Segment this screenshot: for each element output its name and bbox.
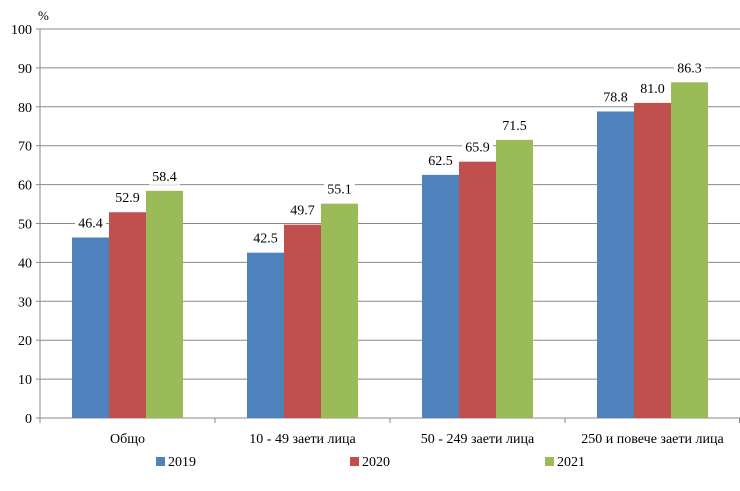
bar-2021	[146, 190, 183, 418]
y-tick-label: 40	[18, 256, 32, 271]
data-label: 86.3	[677, 61, 702, 76]
data-label-background	[75, 213, 106, 232]
data-label-background	[674, 58, 705, 77]
data-label: 71.5	[502, 119, 527, 134]
bar-2020	[109, 212, 146, 418]
bar-2019	[422, 174, 459, 418]
data-label-background	[287, 200, 318, 219]
bar-2019	[247, 252, 284, 418]
data-label: 46.4	[78, 217, 103, 232]
legend-swatch-2020	[350, 457, 359, 466]
y-tick-label: 10	[18, 373, 32, 388]
data-label: 42.5	[253, 232, 278, 247]
data-label-background	[462, 137, 493, 156]
y-axis-unit-label: %	[38, 8, 49, 23]
legend: 2019 2020 2021	[156, 455, 585, 470]
data-label: 52.9	[115, 191, 140, 206]
data-label: 55.1	[327, 183, 352, 198]
y-tick-label: 80	[18, 101, 32, 116]
data-label-background	[499, 115, 530, 134]
y-tick-label: 60	[18, 179, 32, 194]
data-label: 81.0	[640, 82, 665, 97]
y-tick-label: 70	[18, 140, 32, 155]
data-label: 58.4	[152, 170, 177, 185]
y-tick-label: 0	[25, 412, 32, 427]
legend-label-2019: 2019	[168, 455, 196, 470]
bar-2021	[321, 203, 358, 418]
x-category-label: 250 и повече заети лица	[581, 432, 724, 447]
data-label: 65.9	[465, 141, 490, 156]
data-label-background	[112, 188, 143, 207]
axes: % 0 10 20 30 40 50 60 70 80 90 100 Общо 10 - 49 заети…	[11, 8, 740, 447]
data-label: 62.5	[428, 154, 453, 169]
data-labels: 46.4 52.9 58.4 42.5 49.7 55.1 62.5 65.9 71.5 78.8…	[75, 58, 705, 247]
data-label-background	[425, 150, 456, 169]
data-label-background	[324, 179, 355, 198]
data-label: 49.7	[290, 204, 315, 219]
bar-2020	[634, 102, 671, 418]
legend-swatch-2021	[545, 457, 554, 466]
y-tick-label: 50	[18, 218, 32, 233]
bar-2019	[72, 237, 109, 418]
data-label-background	[600, 87, 631, 106]
y-tick-label: 20	[18, 334, 32, 349]
data-label-background	[637, 78, 668, 97]
bar-2020	[459, 161, 496, 419]
x-category-label: 50 - 249 заети лица	[421, 432, 535, 447]
data-label: 78.8	[603, 90, 628, 105]
x-category-label: 10 - 49 заети лица	[249, 432, 356, 447]
y-tick-label: 30	[18, 295, 32, 310]
data-label-background	[250, 228, 281, 247]
bar-2021	[496, 139, 533, 419]
bar-2021	[671, 82, 708, 418]
bar-2020	[284, 224, 321, 418]
legend-label-2020: 2020	[362, 455, 390, 470]
y-tick-label: 90	[18, 62, 32, 77]
x-category-label: Общо	[110, 432, 145, 447]
legend-swatch-2019	[156, 457, 165, 466]
bars	[72, 82, 708, 419]
data-label-background	[149, 166, 180, 185]
legend-label-2021: 2021	[557, 455, 585, 470]
bar-2019	[597, 111, 634, 418]
y-tick-label: 100	[11, 23, 32, 38]
